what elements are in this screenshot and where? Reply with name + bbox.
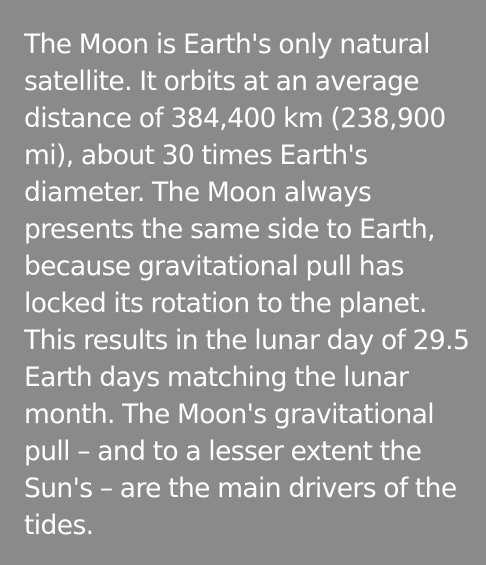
paragraph-line: distance of 384,400 km (238,900 <box>24 103 446 134</box>
paragraph-line: presents the same side to Earth, <box>24 214 436 245</box>
paragraph-line: because gravitational pull has <box>24 251 404 282</box>
paragraph-line: Sun's – are the main drivers of the <box>24 473 457 504</box>
paragraph-line: mi), about 30 times Earth's <box>24 140 368 171</box>
paragraph-line: locked its rotation to the planet. <box>24 288 427 319</box>
paragraph-line: This results in the lunar day of 29.5 <box>24 325 470 356</box>
paragraph-line: diameter. The Moon always <box>24 177 372 208</box>
paragraph-line: pull – and to a lesser extent the <box>24 436 422 467</box>
paragraph-line: satellite. It orbits at an average <box>24 66 420 97</box>
paragraph-line: tides. <box>24 510 94 541</box>
moon-paragraph: The Moon is Earth's only natural satelli… <box>24 26 476 544</box>
paragraph-line: Earth days matching the lunar <box>24 362 409 393</box>
paragraph-line: The Moon is Earth's only natural <box>24 29 430 60</box>
paragraph-line: month. The Moon's gravitational <box>24 399 435 430</box>
